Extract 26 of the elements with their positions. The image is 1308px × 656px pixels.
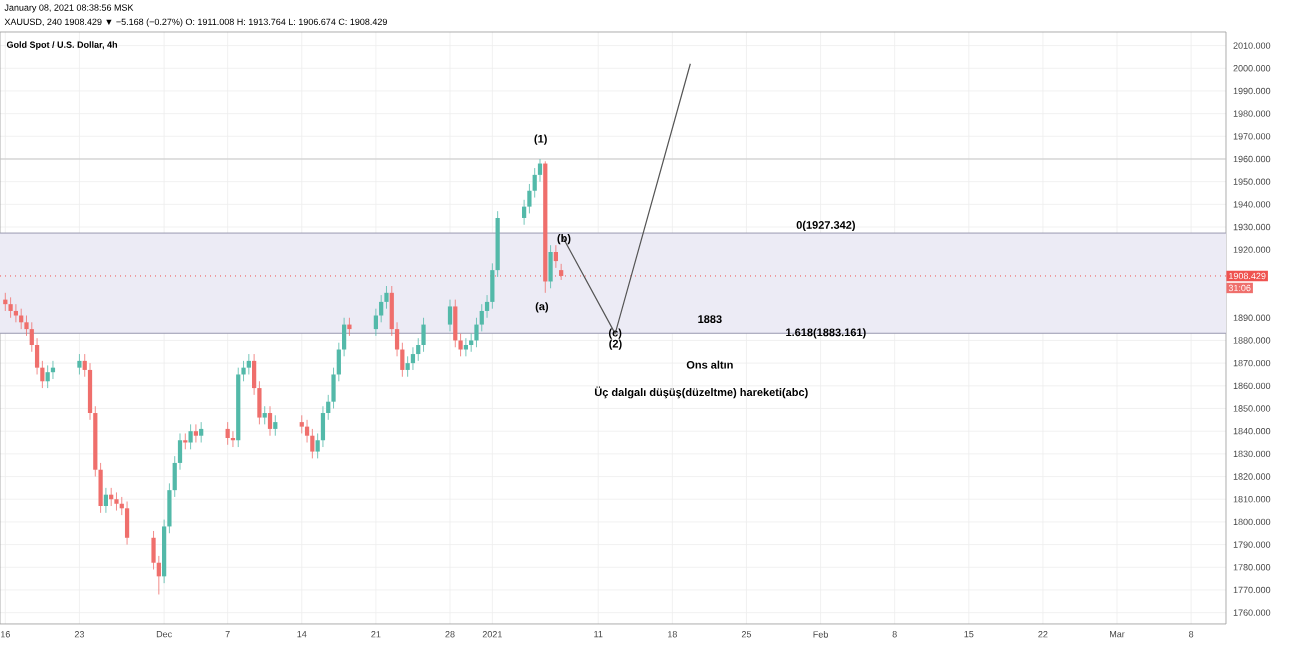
- candlestick: [183, 433, 188, 450]
- candlestick: [225, 421, 230, 446]
- candlestick: [347, 317, 352, 337]
- candlestick: [310, 428, 315, 459]
- candlestick: [267, 405, 273, 437]
- candlestick: [114, 492, 119, 511]
- candlestick: [447, 299, 453, 332]
- candlestick: [463, 337, 468, 357]
- candlestick: [273, 414, 278, 437]
- candlestick: [13, 303, 19, 323]
- candlestick: [453, 299, 458, 348]
- candlestick: [103, 487, 109, 514]
- candlestick: [421, 317, 426, 353]
- candlestick: [199, 421, 204, 443]
- candlestick: [193, 423, 199, 443]
- candlestick: [262, 405, 267, 425]
- candlestick: [405, 355, 410, 378]
- candlestick: [124, 501, 130, 545]
- candlestick: [8, 296, 13, 319]
- candlestick: [45, 365, 50, 389]
- candlestick: [553, 244, 558, 269]
- candlestick: [188, 423, 193, 450]
- candlestick: [246, 353, 251, 375]
- candlestick: [410, 346, 416, 371]
- candlestick: [548, 244, 553, 289]
- candlestick: [77, 353, 82, 375]
